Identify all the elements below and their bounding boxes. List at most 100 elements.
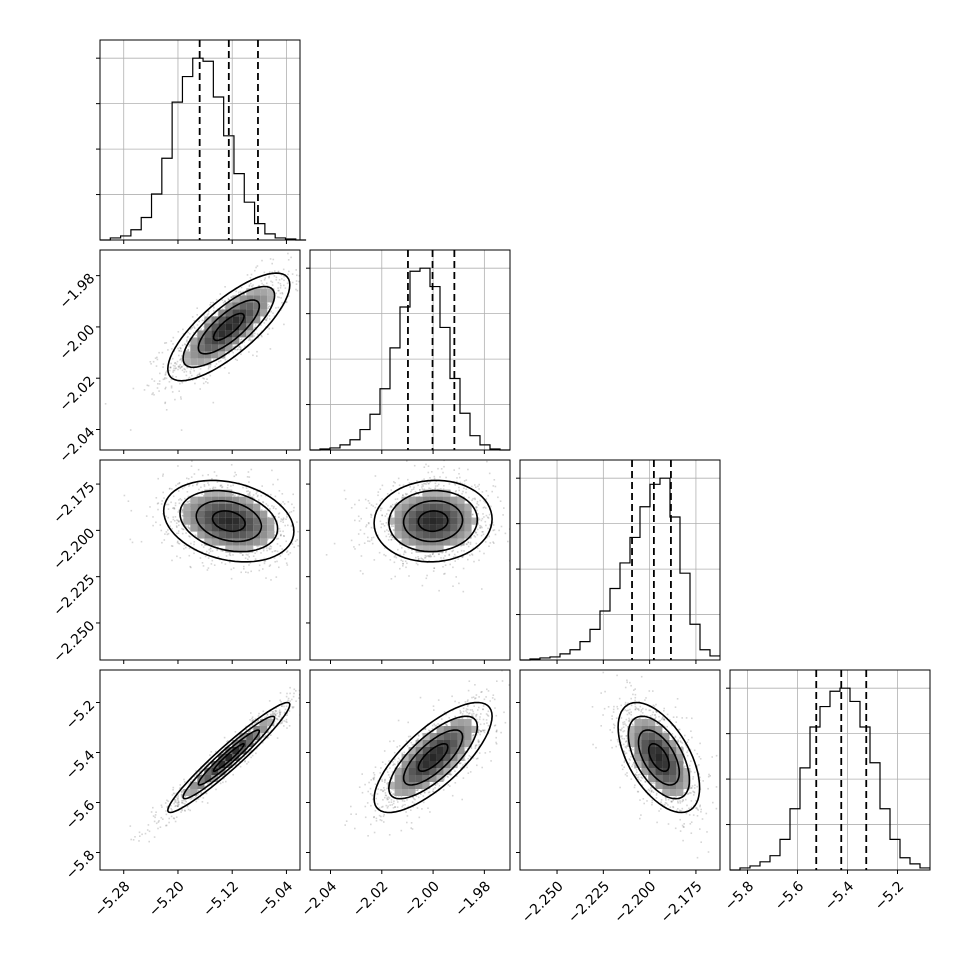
density-cell bbox=[246, 545, 254, 553]
scatter-frame bbox=[99, 249, 301, 451]
sample-point bbox=[220, 484, 223, 487]
sample-point bbox=[282, 517, 285, 519]
sample-point bbox=[263, 557, 266, 560]
sample-point bbox=[265, 503, 268, 505]
sample-point bbox=[186, 805, 189, 808]
sample-point bbox=[234, 731, 237, 733]
sample-point bbox=[472, 513, 474, 516]
sample-point bbox=[478, 483, 480, 486]
sample-point bbox=[165, 371, 167, 374]
sample-point bbox=[212, 301, 214, 304]
sample-point bbox=[256, 333, 259, 335]
sample-point bbox=[294, 247, 296, 249]
sample-point bbox=[396, 498, 399, 500]
sample-point bbox=[286, 564, 289, 566]
sample-point bbox=[269, 348, 272, 350]
sample-point bbox=[398, 492, 400, 495]
sample-point bbox=[171, 375, 174, 377]
sample-point bbox=[474, 497, 476, 500]
sample-point bbox=[173, 367, 175, 370]
sample-point bbox=[188, 535, 190, 537]
sample-point bbox=[210, 563, 213, 565]
sample-point bbox=[185, 546, 187, 549]
panel-content bbox=[123, 460, 300, 590]
sample-point bbox=[480, 519, 483, 522]
sample-point bbox=[268, 516, 270, 519]
sample-point bbox=[264, 560, 267, 562]
sample-point bbox=[424, 557, 426, 559]
sample-point bbox=[418, 495, 421, 498]
density-cell bbox=[260, 531, 268, 539]
sample-point bbox=[485, 537, 488, 539]
sample-point bbox=[201, 562, 204, 564]
sample-point bbox=[399, 540, 402, 542]
sample-point bbox=[463, 550, 465, 552]
sample-point bbox=[172, 516, 174, 518]
sample-point bbox=[181, 801, 183, 804]
sample-point bbox=[193, 552, 195, 555]
sample-point bbox=[487, 516, 489, 519]
sample-point bbox=[265, 577, 267, 579]
sample-point bbox=[164, 401, 167, 404]
sample-point bbox=[276, 538, 278, 540]
density-cell bbox=[436, 538, 444, 546]
sample-point bbox=[179, 358, 182, 360]
sample-point bbox=[227, 484, 229, 486]
sample-point bbox=[167, 800, 169, 802]
sample-point bbox=[170, 362, 172, 365]
sample-point bbox=[392, 485, 395, 487]
sample-point bbox=[161, 541, 163, 544]
sample-point bbox=[406, 493, 408, 495]
sample-point bbox=[177, 800, 180, 803]
sample-point bbox=[407, 478, 409, 481]
sample-point bbox=[419, 489, 421, 491]
sample-point bbox=[238, 494, 241, 496]
contour-0.5sigma bbox=[211, 510, 246, 533]
sample-point bbox=[297, 545, 299, 547]
density-cell bbox=[197, 344, 205, 352]
sample-point bbox=[167, 532, 170, 535]
histogram-step bbox=[310, 267, 510, 451]
density-cell bbox=[225, 337, 233, 345]
sample-point bbox=[423, 478, 425, 480]
sample-point bbox=[184, 799, 186, 802]
sample-point bbox=[196, 798, 198, 800]
density-cell bbox=[197, 531, 205, 539]
sample-point bbox=[134, 836, 136, 838]
sample-point bbox=[465, 491, 467, 494]
sample-point bbox=[267, 333, 269, 335]
sample-point bbox=[264, 277, 266, 279]
sample-point bbox=[458, 582, 460, 585]
sample-point bbox=[258, 499, 260, 501]
sample-point bbox=[499, 500, 502, 502]
density-cell bbox=[450, 496, 458, 504]
sample-point bbox=[242, 290, 244, 293]
sample-point bbox=[391, 536, 394, 538]
sample-point bbox=[344, 498, 347, 500]
sample-point bbox=[249, 494, 251, 497]
sample-point bbox=[474, 484, 476, 486]
sample-point bbox=[451, 550, 453, 553]
sample-point bbox=[274, 270, 276, 272]
sample-point bbox=[298, 280, 300, 283]
density-cell bbox=[218, 538, 226, 546]
density-cell bbox=[246, 538, 254, 546]
sample-point bbox=[284, 301, 287, 304]
sample-point bbox=[281, 292, 283, 294]
sample-point bbox=[458, 486, 460, 489]
sample-point bbox=[494, 533, 497, 536]
sample-point bbox=[443, 561, 446, 563]
sample-point bbox=[187, 335, 189, 338]
density-cell bbox=[429, 503, 437, 511]
density-cell bbox=[204, 337, 212, 345]
sample-point bbox=[492, 524, 495, 526]
sample-point bbox=[200, 792, 203, 795]
sample-point bbox=[457, 493, 459, 495]
sample-point bbox=[287, 273, 289, 276]
sample-point bbox=[453, 469, 455, 471]
sample-point bbox=[180, 811, 182, 813]
density-cell bbox=[190, 337, 198, 345]
sample-point bbox=[363, 542, 366, 544]
density-cell bbox=[204, 496, 212, 504]
sample-point bbox=[255, 328, 258, 331]
